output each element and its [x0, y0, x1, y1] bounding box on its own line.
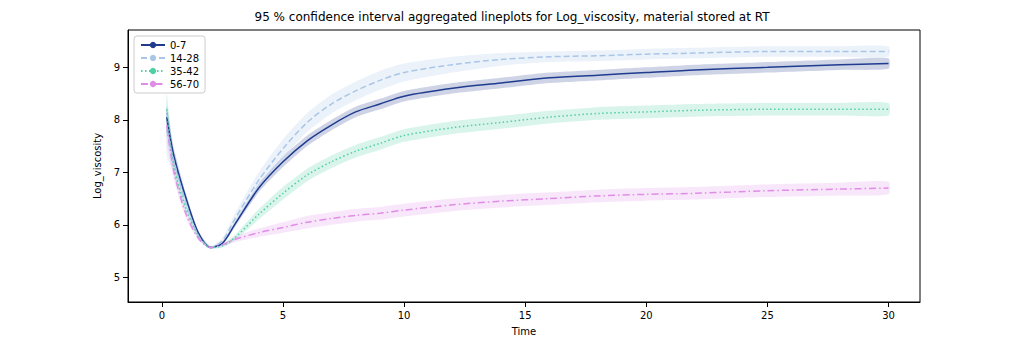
svg-text:15: 15	[519, 310, 532, 321]
svg-text:8: 8	[114, 114, 120, 125]
svg-text:5: 5	[280, 310, 286, 321]
svg-text:6: 6	[114, 219, 120, 230]
svg-text:10: 10	[398, 310, 411, 321]
svg-text:Log_viscosity: Log_viscosity	[92, 133, 104, 199]
svg-text:14-28: 14-28	[170, 53, 199, 64]
svg-text:25: 25	[761, 310, 774, 321]
svg-text:0-7: 0-7	[170, 40, 186, 51]
svg-text:Time: Time	[511, 326, 536, 337]
svg-text:5: 5	[114, 272, 120, 283]
svg-text:9: 9	[114, 62, 120, 73]
svg-text:7: 7	[114, 167, 120, 178]
svg-text:0: 0	[159, 310, 165, 321]
svg-text:56-70: 56-70	[170, 79, 199, 90]
svg-text:95 % confidence interval aggre: 95 % confidence interval aggregated line…	[255, 10, 771, 24]
svg-text:20: 20	[640, 310, 653, 321]
svg-text:35-42: 35-42	[170, 66, 199, 77]
svg-text:30: 30	[882, 310, 895, 321]
